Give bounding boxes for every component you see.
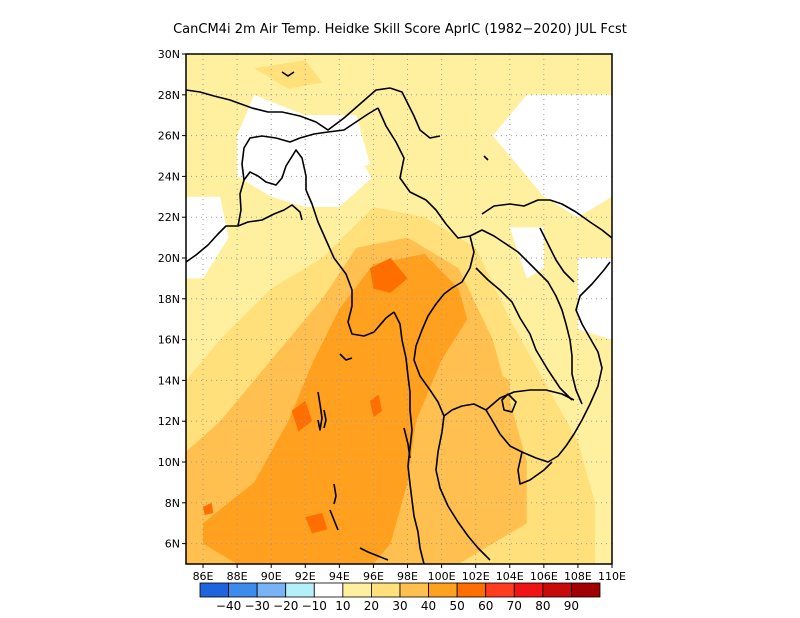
lat-tick-label: 16N <box>158 334 180 347</box>
lon-tick-label: 94E <box>329 570 350 583</box>
colorbar-swatch <box>371 582 401 598</box>
map-frame <box>185 53 613 565</box>
skill-score-fields <box>186 54 612 564</box>
skill-region-60-12 <box>370 258 408 293</box>
skill-region-60-15 <box>370 394 382 418</box>
colorbar-labels: −40 −30 −20 −10 10 20 30 40 50 60 70 80 90 <box>216 599 579 613</box>
lat-tick-label: 14N <box>158 374 180 387</box>
lon-tick-label: 90E <box>261 570 282 583</box>
skill-region-10-5 <box>577 258 612 340</box>
skill-region-10-4 <box>509 227 544 279</box>
lon-tick-label: 104E <box>496 570 524 583</box>
lon-tick-label: 96E <box>363 570 384 583</box>
lon-tick-label: 110E <box>598 570 626 583</box>
colorbar-swatch <box>313 582 344 598</box>
lon-tick-label: 98E <box>397 570 418 583</box>
lat-tick-label: 18N <box>158 293 180 306</box>
colorbar-label: −20 <box>273 599 298 613</box>
lon-tick-label: 108E <box>564 570 592 583</box>
colorbar-swatch <box>513 582 544 598</box>
colorbar-swatch <box>428 582 458 598</box>
colorbar-swatch <box>485 582 515 598</box>
lat-tick-label: 28N <box>158 89 180 102</box>
lon-tick-label: 102E <box>462 570 490 583</box>
lon-tick-label: 88E <box>227 570 248 583</box>
lat-tick-label: 6N <box>165 538 180 551</box>
skill-region-10-1 <box>237 94 374 207</box>
colorbar-swatch <box>199 582 229 598</box>
lon-tick-label: 106E <box>530 570 558 583</box>
map-title: CanCM4i 2m Air Temp. Heidke Skill Score … <box>173 22 627 37</box>
colorbar-label: 40 <box>421 599 436 613</box>
lat-tick-label: 26N <box>158 130 180 143</box>
lat-tick-label: 12N <box>158 415 180 428</box>
colorbar-swatch <box>542 582 572 598</box>
colorbar-label: 20 <box>364 599 379 613</box>
colorbar-label: −30 <box>244 599 269 613</box>
gridlines <box>186 54 612 564</box>
colorbar-label: 90 <box>564 599 579 613</box>
colorbar-swatch <box>256 582 287 598</box>
longitude-tick-labels: 86E 88E 90E 92E 94E 96E 98E 100E 102E 104E 106E 108… <box>193 564 626 583</box>
colorbar-label: 60 <box>478 599 493 613</box>
latitude-tick-labels: 30N 28N 26N 24N 22N 20N 18N 16N 14N 12N 10N 8N 6N <box>158 48 186 551</box>
lat-tick-label: 22N <box>158 211 180 224</box>
colorbar-label: 10 <box>335 599 350 613</box>
lon-tick-label: 86E <box>193 570 214 583</box>
lat-tick-label: 10N <box>158 456 180 469</box>
skill-region-10-2 <box>492 94 612 218</box>
colorbar-swatch <box>456 582 487 598</box>
lat-tick-label: 8N <box>165 497 180 510</box>
lat-tick-label: 30N <box>158 48 180 61</box>
colorbar-swatch <box>399 582 429 598</box>
colorbar-swatch <box>571 582 601 598</box>
colorbar-swatch <box>285 582 315 598</box>
skill-region-60-16 <box>203 502 214 515</box>
lon-tick-label: 100E <box>428 570 456 583</box>
skill-region-30-10 <box>254 60 323 89</box>
colorbar-label: 30 <box>392 599 407 613</box>
colorbar-swatch <box>228 582 258 598</box>
colorbar <box>199 582 601 598</box>
skill-region-60-14 <box>305 513 328 534</box>
colorbar-swatch <box>342 582 372 598</box>
colorbar-label: 70 <box>507 599 522 613</box>
colorbar-label: 80 <box>535 599 550 613</box>
colorbar-label: −40 <box>216 599 241 613</box>
skill-region-60-13 <box>291 400 313 432</box>
coastlines-and-borders <box>186 71 612 564</box>
lon-tick-label: 92E <box>295 570 316 583</box>
colorbar-label: 50 <box>450 599 465 613</box>
lat-tick-label: 20N <box>158 252 180 265</box>
colorbar-label: −10 <box>302 599 327 613</box>
lat-tick-label: 24N <box>158 170 180 183</box>
